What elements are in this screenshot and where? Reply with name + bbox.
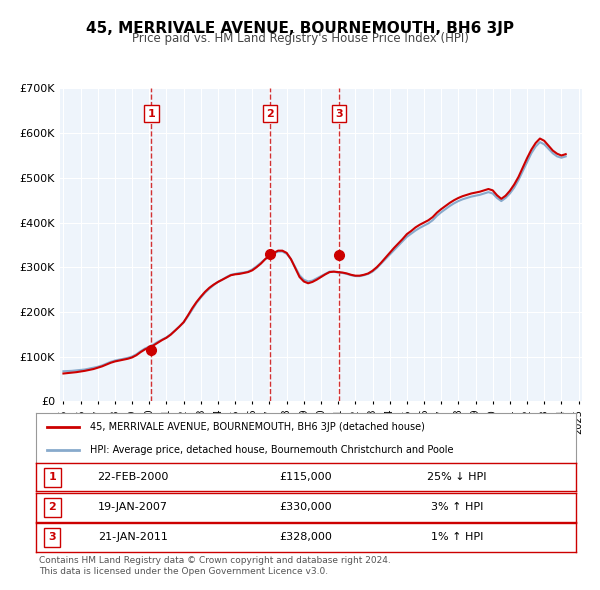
- Text: 1: 1: [148, 109, 155, 119]
- Text: 3% ↑ HPI: 3% ↑ HPI: [431, 503, 484, 512]
- Text: 45, MERRIVALE AVENUE, BOURNEMOUTH, BH6 3JP: 45, MERRIVALE AVENUE, BOURNEMOUTH, BH6 3…: [86, 21, 514, 35]
- Text: HPI: Average price, detached house, Bournemouth Christchurch and Poole: HPI: Average price, detached house, Bour…: [90, 445, 454, 455]
- Text: 22-FEB-2000: 22-FEB-2000: [98, 473, 169, 482]
- Text: 1% ↑ HPI: 1% ↑ HPI: [431, 533, 484, 542]
- Text: 2: 2: [266, 109, 274, 119]
- Text: £330,000: £330,000: [280, 503, 332, 512]
- Text: 21-JAN-2011: 21-JAN-2011: [98, 533, 168, 542]
- Text: 1: 1: [49, 473, 56, 482]
- Text: 3: 3: [49, 533, 56, 542]
- Text: Contains HM Land Registry data © Crown copyright and database right 2024.
This d: Contains HM Land Registry data © Crown c…: [39, 556, 391, 576]
- Text: Price paid vs. HM Land Registry's House Price Index (HPI): Price paid vs. HM Land Registry's House …: [131, 32, 469, 45]
- Text: 19-JAN-2007: 19-JAN-2007: [98, 503, 168, 512]
- Text: 3: 3: [335, 109, 343, 119]
- Text: 45, MERRIVALE AVENUE, BOURNEMOUTH, BH6 3JP (detached house): 45, MERRIVALE AVENUE, BOURNEMOUTH, BH6 3…: [90, 421, 425, 431]
- Text: 2: 2: [49, 503, 56, 512]
- Text: £115,000: £115,000: [280, 473, 332, 482]
- Text: 25% ↓ HPI: 25% ↓ HPI: [427, 473, 487, 482]
- Text: £328,000: £328,000: [280, 533, 332, 542]
